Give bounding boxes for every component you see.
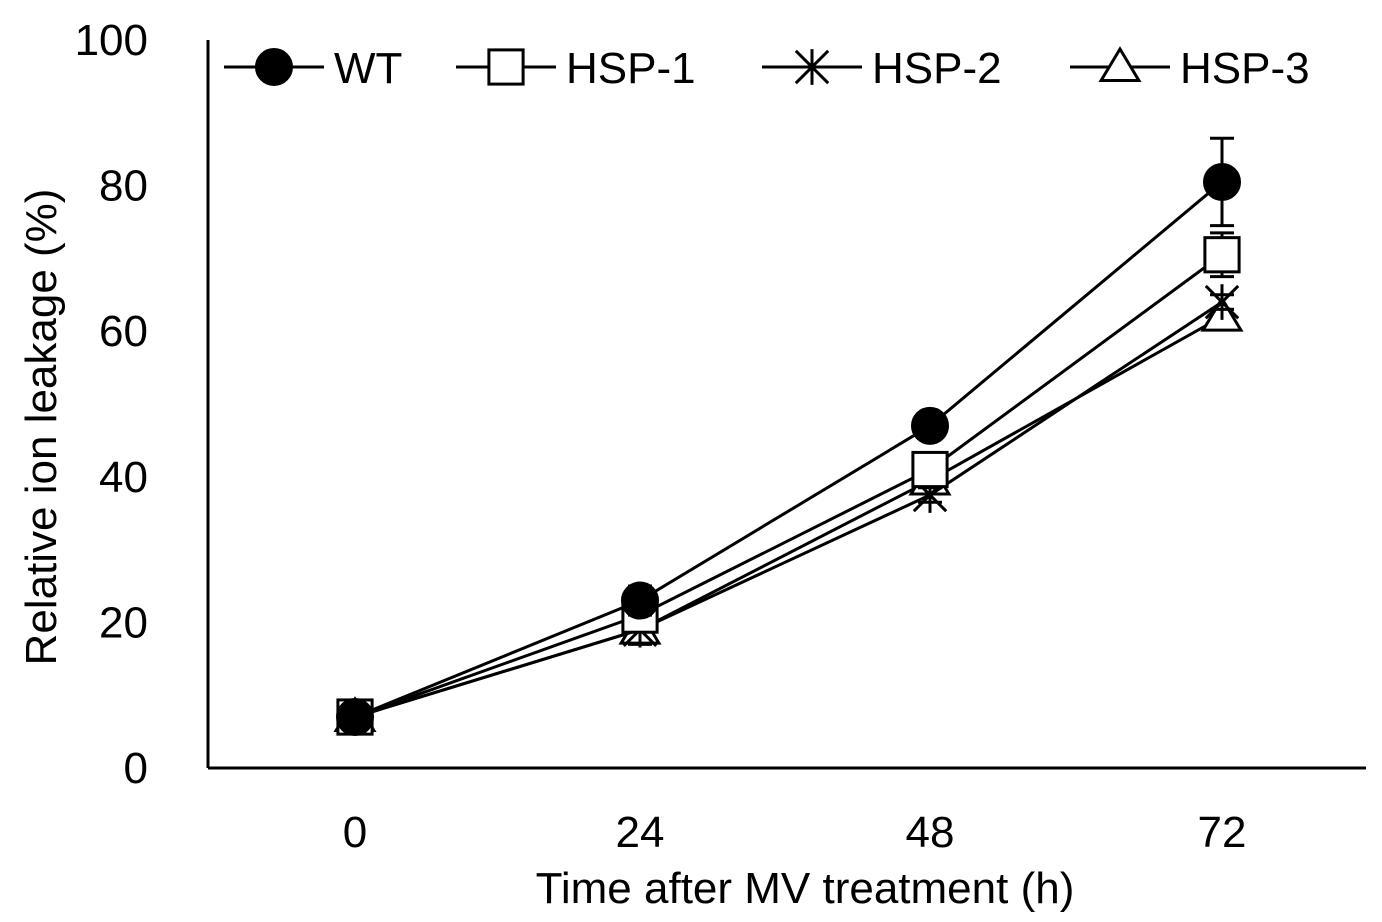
data-point-wt [337,699,373,735]
series-hsp-1 [338,233,1239,734]
series-line-wt [355,182,1222,717]
y-tick-label: 100 [75,16,148,65]
y-tick-label: 0 [124,744,148,793]
series-wt [337,138,1240,735]
legend-item-hsp-1: HSP-1 [456,44,696,93]
legend-label: WT [334,44,402,93]
axes [208,40,1366,768]
y-tick-label: 80 [99,162,148,211]
series-layer [336,138,1241,735]
legend-item-hsp-3: HSP-3 [1070,44,1310,93]
legend-label: HSP-2 [872,44,1002,93]
y-axis-title: Relative ion leakage (%) [17,189,66,666]
legend-item-hsp-2: HSP-2 [762,44,1002,93]
data-point-hsp-1 [1205,238,1239,272]
y-tick-label: 60 [99,307,148,356]
legend-item-wt: WT [224,44,402,93]
legend-label: HSP-1 [566,44,696,93]
legend-marker-hsp-3 [1101,49,1139,81]
data-point-hsp-2 [1206,284,1238,320]
x-axis-title: Time after MV treatment (h) [536,864,1075,913]
y-tick-labels: 0 20 40 60 80 100 [75,16,148,793]
x-tick-label: 48 [906,808,955,857]
data-point-wt [912,408,948,444]
series-line-hsp-1 [355,255,1222,717]
series-hsp-3 [336,299,1241,731]
ion-leakage-chart: 0 20 40 60 80 100 0 24 48 72 Relative ion leakag… [0,0,1382,922]
x-tick-label: 0 [343,808,367,857]
series-line-hsp-3 [355,317,1222,717]
legend-label: HSP-3 [1180,44,1310,93]
legend-marker-hsp-1 [489,50,523,84]
legend: WT HSP-1 HSP-2 HSP-3 [224,44,1310,93]
data-point-hsp-1 [913,452,947,486]
legend-marker-wt [256,49,292,85]
data-point-wt [1204,164,1240,200]
y-tick-label: 40 [99,453,148,502]
x-tick-labels: 0 24 48 72 [343,808,1247,857]
data-point-wt [622,583,658,619]
y-tick-label: 20 [99,598,148,647]
x-tick-label: 24 [616,808,665,857]
x-tick-label: 72 [1198,808,1247,857]
